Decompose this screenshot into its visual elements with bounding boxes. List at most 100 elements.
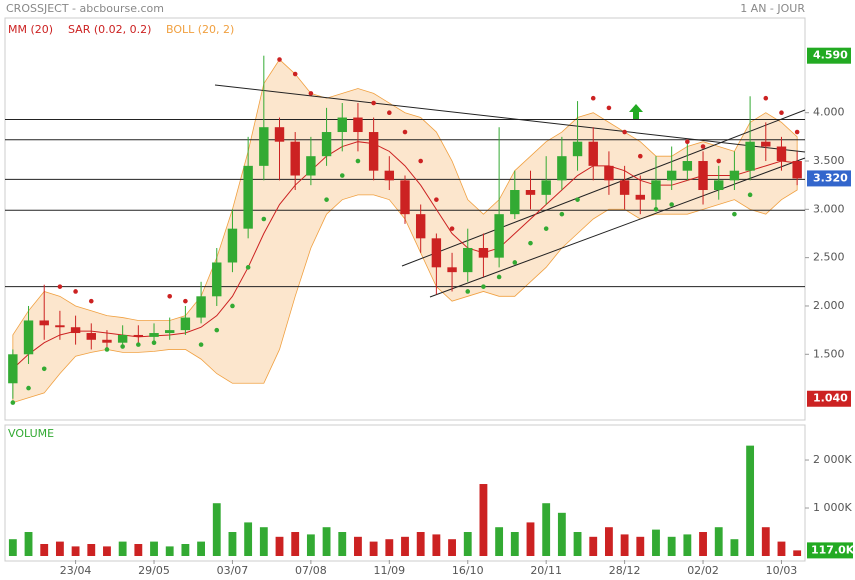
legend-sar: SAR (0.02, 0.2) xyxy=(68,23,151,36)
volume-bar xyxy=(463,532,472,556)
volume-bar xyxy=(589,536,598,556)
sar-dot xyxy=(402,129,408,135)
volume-bar xyxy=(510,532,519,556)
sar-dot xyxy=(481,284,486,289)
volume-bar xyxy=(699,532,707,556)
volume-bar xyxy=(165,546,174,556)
sar-dot xyxy=(387,110,392,116)
candle-body xyxy=(729,170,740,181)
sar-dot xyxy=(528,240,533,246)
x-tick-label: 10/03 xyxy=(766,564,798,577)
candle-body xyxy=(776,146,787,162)
candle-body xyxy=(227,228,238,263)
volume-bar xyxy=(212,503,221,556)
y-tick-label: 1.500 xyxy=(813,347,845,360)
candle-body xyxy=(306,156,316,176)
signal-arrow xyxy=(629,104,643,119)
y-tick-label: 3.000 xyxy=(813,202,845,215)
candle-body xyxy=(510,190,520,215)
volume-tick-label: 2 000K xyxy=(813,453,852,466)
candle-body xyxy=(23,320,34,355)
volume-bar xyxy=(526,522,535,556)
y-tick-label: 2.000 xyxy=(813,299,845,312)
volume-bar xyxy=(385,539,394,556)
volume-title: VOLUME xyxy=(8,427,54,440)
sar-dot xyxy=(496,274,502,280)
volume-bar xyxy=(557,512,566,556)
candle-body xyxy=(337,117,347,133)
sar-dot xyxy=(26,385,31,391)
candle-body xyxy=(243,165,253,229)
sar-dot xyxy=(88,298,94,304)
x-tick-label: 07/08 xyxy=(295,564,327,577)
sar-dot xyxy=(794,129,800,135)
sar-dot xyxy=(73,289,78,294)
sar-dot xyxy=(590,95,596,101)
volume-bar xyxy=(71,546,80,556)
candle-body xyxy=(714,180,724,191)
volume-bar xyxy=(134,544,143,556)
sar-dot xyxy=(434,197,439,202)
candle-body xyxy=(353,117,363,133)
x-tick-label: 03/07 xyxy=(217,564,249,577)
sar-dot xyxy=(700,144,706,149)
volume-bar xyxy=(338,532,347,556)
candle-body xyxy=(447,267,457,273)
y-tick-label: 3.500 xyxy=(813,154,845,167)
volume-bar xyxy=(667,536,676,556)
sar-dot xyxy=(779,110,784,116)
sar-dot xyxy=(512,260,518,265)
volume-bar xyxy=(150,541,158,556)
volume-bar xyxy=(103,546,111,556)
sar-dot xyxy=(732,211,737,217)
sar-dot xyxy=(637,153,643,159)
sar-dot xyxy=(653,207,659,212)
sar-dot xyxy=(10,400,16,405)
x-tick-label: 29/05 xyxy=(138,564,170,577)
candle-body xyxy=(102,339,112,343)
candle-body xyxy=(86,333,96,340)
volume-bar xyxy=(620,534,629,556)
sar-dot xyxy=(543,226,549,231)
sar-dot xyxy=(261,216,267,222)
candle-body xyxy=(55,325,65,328)
candle-body xyxy=(604,165,614,181)
price-label: 3.320 xyxy=(813,171,848,184)
volume-bar xyxy=(118,541,127,556)
volume-bar xyxy=(306,534,315,556)
candle-body xyxy=(619,180,630,195)
sar-dot xyxy=(747,192,753,198)
volume-bar xyxy=(714,527,723,556)
legend-ma: MM (20) xyxy=(8,23,53,36)
volume-bar xyxy=(87,544,96,556)
sar-dot xyxy=(41,366,47,372)
candle-body xyxy=(149,333,159,337)
candle-body xyxy=(431,238,442,268)
candle-body xyxy=(792,161,802,179)
volume-label: 117.0K xyxy=(811,543,855,556)
sar-dot xyxy=(104,347,110,352)
y-tick-label: 2.500 xyxy=(813,251,845,264)
candle-body xyxy=(117,334,128,343)
candle-body xyxy=(588,141,598,166)
sar-dot xyxy=(292,71,298,77)
volume-bar xyxy=(259,527,268,556)
sar-dot xyxy=(355,158,361,164)
x-tick-label: 02/02 xyxy=(687,564,719,577)
sar-dot xyxy=(151,340,157,345)
candle-body xyxy=(698,161,708,191)
volume-bar xyxy=(228,532,237,556)
volume-bar xyxy=(55,541,64,556)
candle-body xyxy=(635,194,645,200)
volume-bar xyxy=(40,544,49,556)
sar-dot xyxy=(685,139,690,144)
price-label-box xyxy=(807,390,851,407)
candle-body xyxy=(274,127,285,142)
candle-body xyxy=(651,180,661,200)
candle-body xyxy=(415,214,426,239)
volume-tick-label: 1 000K xyxy=(813,501,852,514)
sar-dot xyxy=(136,342,141,347)
x-tick-label: 11/09 xyxy=(373,564,405,577)
x-tick-label: 20/11 xyxy=(530,564,562,577)
volume-bar xyxy=(369,541,378,556)
